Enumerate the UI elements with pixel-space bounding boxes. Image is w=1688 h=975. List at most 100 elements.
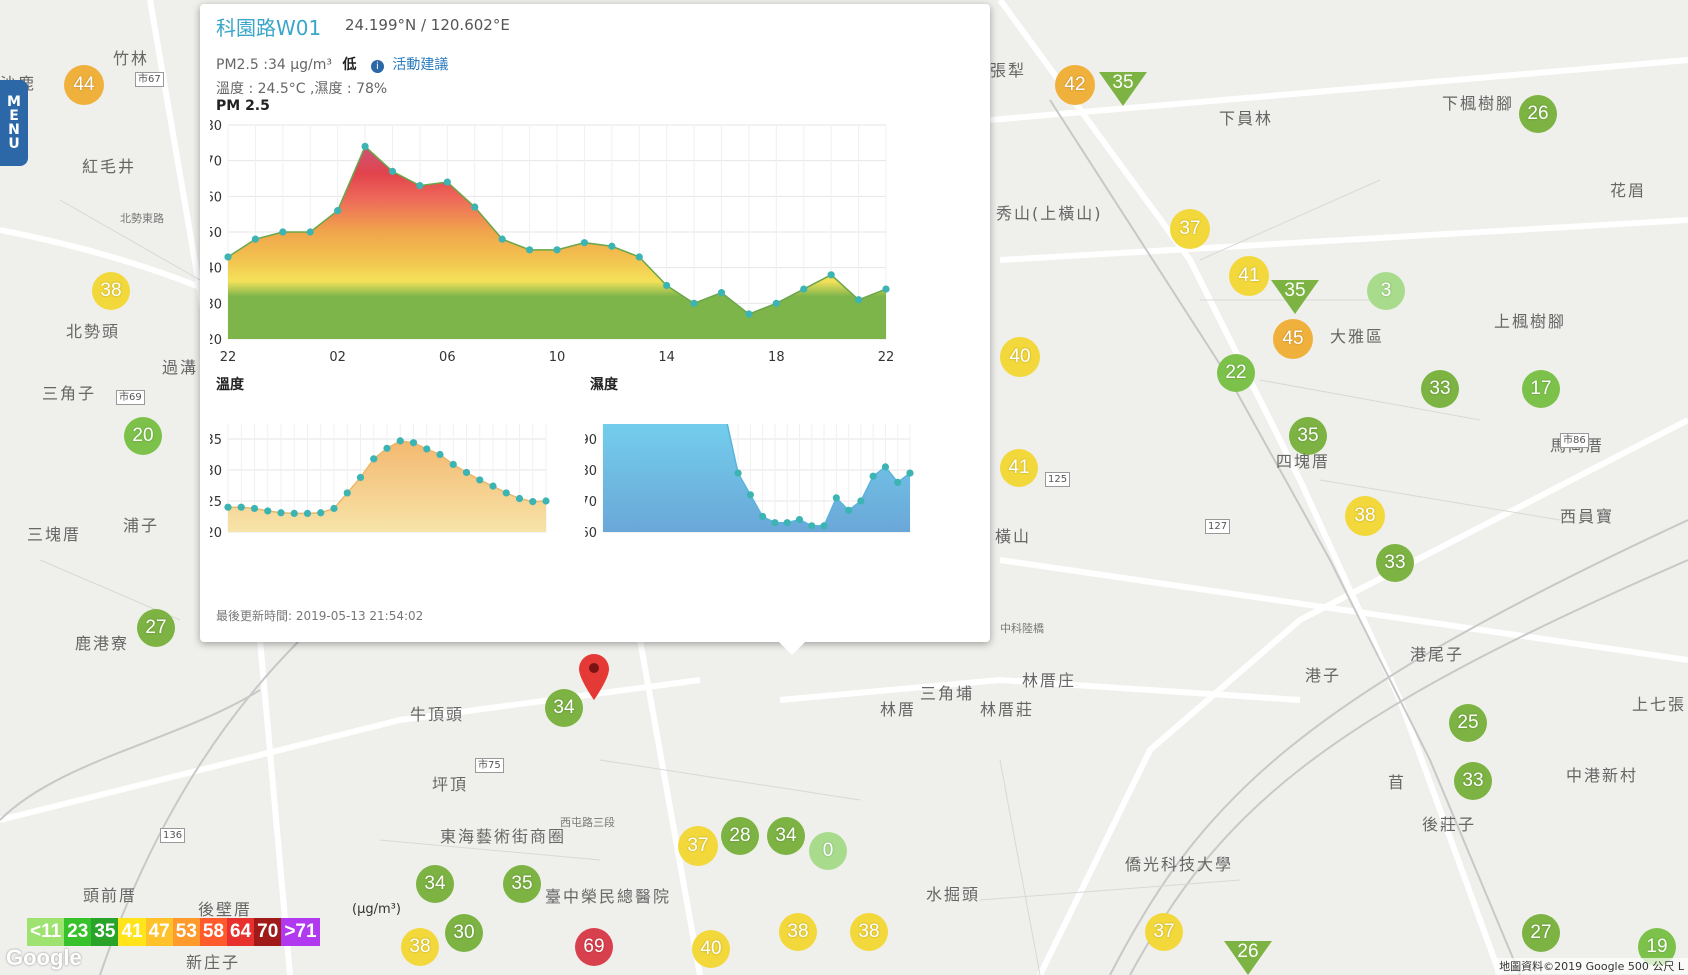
data-point[interactable] <box>303 509 312 517</box>
air-quality-marker[interactable]: 33 <box>1376 544 1414 582</box>
data-point[interactable] <box>334 207 342 215</box>
data-point[interactable] <box>881 463 890 471</box>
air-quality-marker[interactable]: 33 <box>1454 762 1492 800</box>
air-quality-sensor-marker[interactable]: 26 <box>1224 941 1272 975</box>
data-point[interactable] <box>734 469 742 477</box>
data-point[interactable] <box>857 497 865 505</box>
air-quality-marker[interactable]: 25 <box>1449 704 1487 742</box>
air-quality-marker[interactable]: 40 <box>692 930 730 968</box>
data-point[interactable] <box>690 299 698 307</box>
air-quality-marker[interactable]: 41 <box>1229 256 1269 296</box>
data-point[interactable] <box>882 285 890 293</box>
data-point[interactable] <box>277 509 285 517</box>
data-point[interactable] <box>759 512 767 521</box>
data-point[interactable] <box>361 142 369 150</box>
air-quality-marker[interactable]: 34 <box>545 689 583 727</box>
data-point[interactable] <box>717 289 726 297</box>
data-point[interactable] <box>423 445 431 453</box>
data-point[interactable] <box>745 310 753 318</box>
air-quality-marker[interactable]: 34 <box>767 817 805 855</box>
data-point[interactable] <box>498 235 506 243</box>
data-point[interactable] <box>489 482 497 490</box>
air-quality-marker[interactable]: 41 <box>1000 449 1038 487</box>
data-point[interactable] <box>795 516 804 524</box>
air-quality-marker[interactable]: 37 <box>1145 913 1183 951</box>
data-point[interactable] <box>608 242 616 250</box>
air-quality-marker[interactable]: 17 <box>1522 370 1560 408</box>
air-quality-marker[interactable]: 44 <box>64 65 104 105</box>
air-quality-marker[interactable]: 69 <box>575 928 613 966</box>
data-point[interactable] <box>808 522 816 530</box>
air-quality-marker[interactable]: 20 <box>124 417 162 455</box>
activity-advice-link[interactable]: 活動建議 <box>392 57 449 73</box>
data-point[interactable] <box>224 503 232 511</box>
air-quality-marker[interactable]: 40 <box>1000 337 1040 377</box>
data-point[interactable] <box>449 460 457 469</box>
data-point[interactable] <box>306 228 314 236</box>
air-quality-marker[interactable]: 37 <box>1170 209 1210 249</box>
data-point[interactable] <box>845 506 853 514</box>
data-point[interactable] <box>542 497 550 505</box>
data-point[interactable] <box>443 178 451 186</box>
data-point[interactable] <box>746 491 754 499</box>
air-quality-marker[interactable]: 30 <box>445 914 483 952</box>
data-point[interactable] <box>820 522 828 530</box>
air-quality-marker[interactable]: 38 <box>401 928 439 966</box>
menu-button[interactable]: M E N U <box>0 80 28 166</box>
data-point[interactable] <box>436 450 444 459</box>
air-quality-marker[interactable]: 28 <box>721 817 759 855</box>
air-quality-marker[interactable]: 34 <box>416 865 454 903</box>
location-pin-icon[interactable] <box>576 652 612 702</box>
air-quality-marker[interactable]: 45 <box>1273 319 1313 359</box>
air-quality-marker[interactable]: 35 <box>1289 417 1327 455</box>
data-point[interactable] <box>771 519 779 527</box>
info-icon[interactable]: i <box>370 60 384 73</box>
data-point[interactable] <box>383 444 391 452</box>
data-point[interactable] <box>772 299 780 307</box>
data-point[interactable] <box>264 507 272 515</box>
data-point[interactable] <box>396 437 404 445</box>
air-quality-marker[interactable]: 33 <box>1421 370 1459 408</box>
data-point[interactable] <box>279 228 287 236</box>
data-point[interactable] <box>663 281 671 290</box>
data-point[interactable] <box>476 476 484 484</box>
air-quality-marker[interactable]: 38 <box>92 272 130 310</box>
data-point[interactable] <box>515 494 524 503</box>
data-point[interactable] <box>553 246 561 254</box>
data-point[interactable] <box>471 203 479 211</box>
data-point[interactable] <box>290 509 298 517</box>
air-quality-marker[interactable]: 22 <box>1217 354 1255 392</box>
data-point[interactable] <box>894 478 902 486</box>
air-quality-sensor-marker[interactable]: 35 <box>1271 280 1319 314</box>
data-point[interactable] <box>635 253 643 261</box>
air-quality-marker[interactable]: 26 <box>1519 95 1557 133</box>
air-quality-sensor-marker[interactable]: 35 <box>1099 72 1147 106</box>
data-point[interactable] <box>251 235 260 243</box>
air-quality-marker[interactable]: 38 <box>1345 496 1385 536</box>
data-point[interactable] <box>237 503 245 511</box>
data-point[interactable] <box>869 472 877 480</box>
data-point[interactable] <box>416 182 424 190</box>
data-point[interactable] <box>388 167 397 175</box>
air-quality-marker[interactable]: 35 <box>503 865 541 903</box>
air-quality-marker[interactable]: 42 <box>1055 65 1095 105</box>
data-point[interactable] <box>529 498 537 506</box>
data-point[interactable] <box>502 489 510 497</box>
air-quality-marker[interactable]: 27 <box>1522 914 1560 952</box>
data-point[interactable] <box>317 509 325 517</box>
data-point[interactable] <box>800 285 808 293</box>
data-point[interactable] <box>356 473 365 482</box>
data-point[interactable] <box>783 519 791 527</box>
air-quality-marker[interactable]: 38 <box>779 913 817 951</box>
air-quality-marker[interactable]: 0 <box>809 832 847 870</box>
data-point[interactable] <box>906 469 914 477</box>
data-point[interactable] <box>370 455 378 463</box>
data-point[interactable] <box>250 504 259 513</box>
data-point[interactable] <box>832 494 840 502</box>
data-point[interactable] <box>580 239 589 247</box>
air-quality-marker[interactable]: 3 <box>1367 272 1405 310</box>
air-quality-marker[interactable]: 37 <box>678 826 718 866</box>
data-point[interactable] <box>330 504 338 513</box>
data-point[interactable] <box>854 296 863 304</box>
